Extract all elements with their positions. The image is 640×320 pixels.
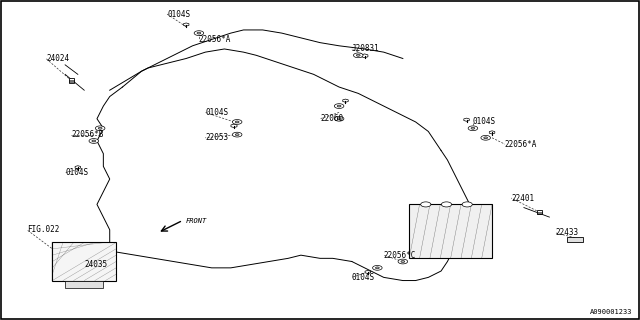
Text: 0104S: 0104S: [352, 273, 375, 282]
Polygon shape: [343, 99, 348, 102]
Circle shape: [471, 127, 475, 129]
Circle shape: [337, 118, 341, 120]
Text: 22401: 22401: [511, 194, 534, 203]
Circle shape: [236, 134, 239, 136]
Circle shape: [95, 126, 105, 131]
Polygon shape: [362, 54, 368, 58]
Polygon shape: [184, 23, 189, 26]
Bar: [52, 243, 116, 281]
Text: FIG.022: FIG.022: [27, 225, 60, 234]
Circle shape: [232, 120, 242, 124]
Text: 22056*A: 22056*A: [505, 140, 537, 148]
Bar: [409, 204, 492, 258]
Circle shape: [194, 31, 204, 36]
Circle shape: [372, 266, 382, 270]
Circle shape: [462, 202, 472, 207]
Polygon shape: [464, 118, 469, 121]
Polygon shape: [75, 166, 81, 169]
Circle shape: [468, 126, 477, 131]
Text: 22056*C: 22056*C: [384, 251, 416, 260]
Circle shape: [92, 140, 96, 142]
Text: FRONT: FRONT: [186, 219, 207, 224]
Circle shape: [197, 32, 201, 34]
Polygon shape: [490, 131, 495, 134]
Bar: [68, 78, 74, 83]
Text: 22433: 22433: [556, 228, 579, 237]
Circle shape: [420, 202, 431, 207]
Text: 22056*A: 22056*A: [199, 35, 231, 44]
Circle shape: [89, 139, 99, 143]
Circle shape: [236, 121, 239, 123]
Circle shape: [334, 116, 344, 121]
Bar: [567, 237, 583, 242]
Text: 24035: 24035: [84, 260, 108, 269]
Circle shape: [232, 132, 242, 137]
Circle shape: [376, 267, 380, 269]
Bar: [538, 210, 542, 214]
Circle shape: [401, 260, 404, 262]
Bar: [65, 281, 103, 288]
Text: 22056*B: 22056*B: [72, 130, 104, 139]
Text: 24024: 24024: [46, 54, 69, 63]
Circle shape: [334, 104, 344, 108]
Circle shape: [356, 54, 360, 56]
Circle shape: [99, 127, 102, 129]
Text: 0104S: 0104S: [167, 10, 190, 19]
Circle shape: [481, 135, 490, 140]
Text: A090001233: A090001233: [589, 309, 632, 316]
Text: 0104S: 0104S: [65, 168, 88, 177]
Text: 22053: 22053: [205, 133, 228, 142]
Circle shape: [442, 202, 452, 207]
Text: 0104S: 0104S: [473, 117, 496, 126]
Text: 0104S: 0104S: [205, 108, 228, 117]
Circle shape: [484, 137, 488, 139]
Text: 22060: 22060: [320, 114, 343, 123]
Circle shape: [398, 259, 408, 264]
Text: J20831: J20831: [352, 44, 380, 53]
Polygon shape: [365, 270, 371, 274]
Polygon shape: [231, 124, 237, 128]
Circle shape: [353, 53, 363, 58]
Circle shape: [337, 105, 341, 107]
